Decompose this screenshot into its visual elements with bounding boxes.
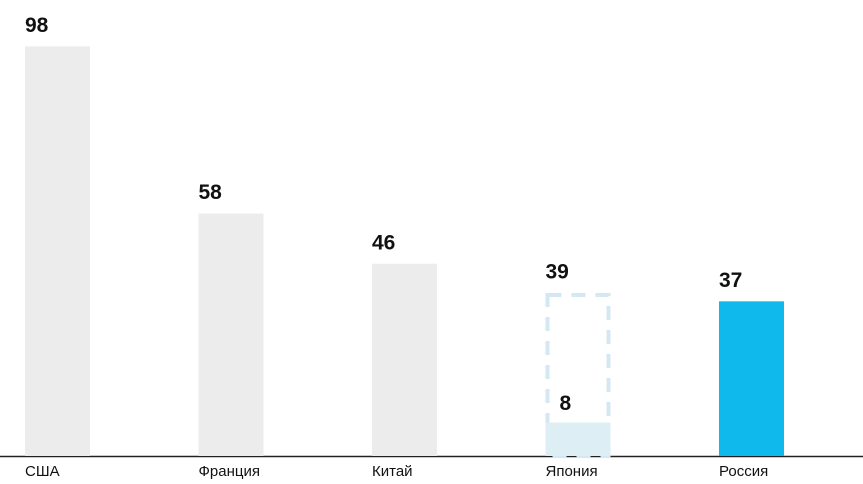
- value-label: 58: [199, 181, 223, 204]
- value-label: 37: [719, 269, 742, 292]
- value-label: 98: [25, 14, 49, 37]
- x-tick-label: США: [25, 463, 60, 480]
- x-tick-label: Япония: [546, 463, 598, 480]
- bar: [25, 46, 90, 457]
- value-label: 46: [372, 231, 395, 254]
- x-tick-label: Китай: [372, 463, 413, 480]
- inner-value-label: 8: [560, 392, 572, 415]
- inner-bar: [545, 422, 611, 456]
- value-label: 39: [546, 261, 569, 284]
- bar: [372, 263, 437, 456]
- x-tick-label: Россия: [719, 463, 768, 480]
- bar: [198, 213, 264, 456]
- x-tick-label: Франция: [199, 463, 260, 480]
- bar: [719, 301, 784, 456]
